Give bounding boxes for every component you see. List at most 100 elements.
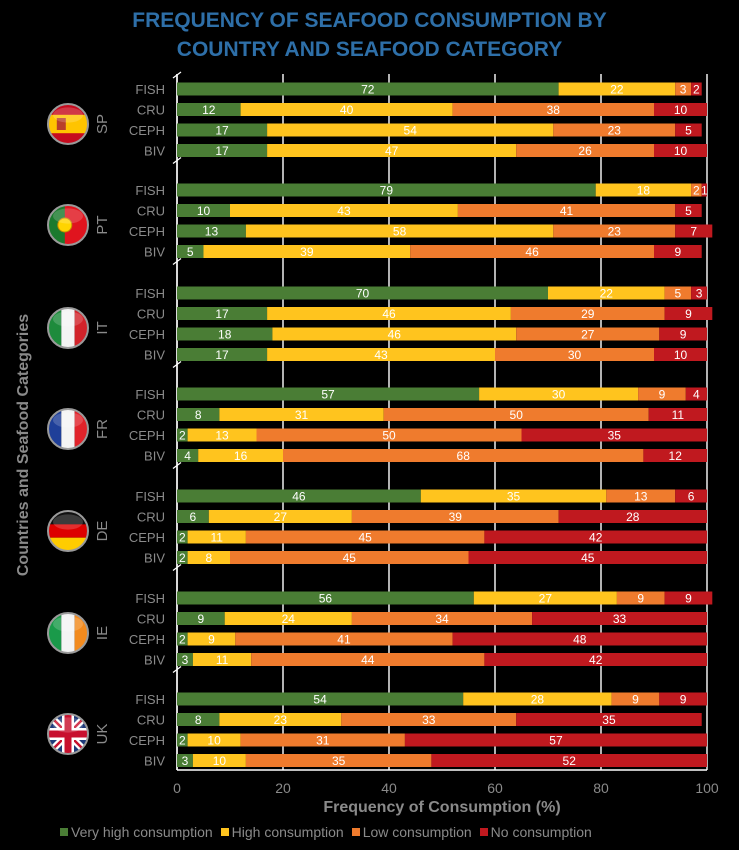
flag-highlight <box>53 208 83 224</box>
data-label: 10 <box>207 734 221 748</box>
bar-segment <box>495 348 654 361</box>
legend-label: No consumption <box>490 824 592 840</box>
category-label: CEPH <box>129 123 165 138</box>
bar-segment <box>484 653 707 666</box>
bar-segment <box>177 612 225 625</box>
data-label: 35 <box>602 713 616 727</box>
bar-segment <box>664 286 692 300</box>
data-label: 41 <box>337 633 351 647</box>
x-tick-label: 40 <box>381 780 397 796</box>
bar-segment <box>659 692 707 706</box>
x-axis-title: Frequency of Consumption (%) <box>323 799 560 816</box>
data-label: 57 <box>549 734 563 748</box>
bar-segment <box>187 428 257 442</box>
y-axis-title: Countries and Seafood Categories <box>15 314 32 576</box>
bar-segment <box>553 123 676 137</box>
data-label: 31 <box>316 734 330 748</box>
bar-segment <box>177 551 188 564</box>
bar-segment <box>675 489 707 503</box>
data-label: 9 <box>685 592 692 606</box>
bar-segment <box>606 489 676 503</box>
bar-segment <box>479 387 639 401</box>
category-label: BIV <box>144 449 165 464</box>
bar-segment <box>675 123 702 137</box>
chart-title: FREQUENCY OF SEAFOOD CONSUMPTION BY COUN… <box>0 6 739 64</box>
country-label: DE <box>94 521 111 542</box>
bar-segment <box>516 713 702 726</box>
bar-segment <box>219 408 384 421</box>
flag-rim <box>47 408 89 450</box>
category-label: BIV <box>144 754 165 769</box>
data-label: 9 <box>685 307 692 321</box>
bar-segment <box>463 692 612 706</box>
data-label: 72 <box>361 83 375 97</box>
data-label: 56 <box>319 592 333 606</box>
data-label: 17 <box>215 307 229 321</box>
data-label: 58 <box>393 225 407 239</box>
data-label: 18 <box>218 328 232 342</box>
data-label: 3 <box>680 83 687 97</box>
data-label: 3 <box>182 653 189 667</box>
legend-item: Low consumption <box>351 824 472 840</box>
bar-segment <box>177 754 193 767</box>
data-label: 2 <box>179 531 186 545</box>
flag-rim <box>47 103 89 145</box>
bar-segment <box>187 632 236 646</box>
category-label: CRU <box>137 307 165 322</box>
data-label: 2 <box>179 633 186 647</box>
bar-segment <box>245 224 554 238</box>
data-label: 10 <box>674 144 688 158</box>
data-label: 27 <box>274 510 288 524</box>
bar-segment <box>654 348 707 361</box>
bar-segment <box>521 428 707 442</box>
legend-label: Very high consumption <box>71 824 213 840</box>
bar-segment <box>548 286 665 300</box>
bar-segment <box>659 327 707 341</box>
bar-segment <box>267 348 495 361</box>
axis-break-mark <box>172 666 182 673</box>
bar-segment <box>664 591 713 605</box>
flag-highlight <box>53 107 83 123</box>
bar-segment <box>341 713 517 726</box>
data-label: 23 <box>608 225 622 239</box>
data-label: 54 <box>313 693 327 707</box>
bar-segment <box>224 612 352 625</box>
bar-segment <box>484 530 707 544</box>
category-label: CEPH <box>129 632 165 647</box>
data-label: 27 <box>539 592 553 606</box>
bar-segment <box>230 204 458 217</box>
flag-highlight <box>53 514 83 530</box>
bar-segment <box>638 387 686 401</box>
bar-segment <box>283 449 644 462</box>
x-tick-label: 80 <box>593 780 609 796</box>
data-label: 9 <box>680 693 687 707</box>
category-label: FISH <box>135 183 165 198</box>
legend-label: Low consumption <box>362 824 472 840</box>
bar-segment <box>351 612 533 625</box>
data-label: 68 <box>457 449 471 463</box>
data-label: 17 <box>215 124 229 138</box>
bar-segment <box>611 692 660 706</box>
bar-segment <box>468 551 707 564</box>
data-label: 10 <box>674 103 688 117</box>
bar-segment <box>177 103 241 116</box>
data-label: 17 <box>215 144 229 158</box>
bar-segment <box>510 307 665 320</box>
bar-segment <box>177 82 559 96</box>
portugal-flag-icon <box>48 205 88 245</box>
bar-segment <box>648 408 707 421</box>
data-label: 2 <box>693 184 700 198</box>
data-label: 3 <box>696 287 703 301</box>
uk-flag-icon <box>48 714 88 754</box>
bar-segment <box>654 103 707 116</box>
data-label: 9 <box>198 612 205 626</box>
data-label: 45 <box>358 531 372 545</box>
data-label: 9 <box>680 328 687 342</box>
bar-segment <box>516 327 660 341</box>
data-label: 23 <box>608 124 622 138</box>
axis-break-mark <box>172 258 182 265</box>
data-label: 9 <box>208 633 215 647</box>
data-label: 33 <box>613 612 627 626</box>
data-label: 4 <box>693 388 700 402</box>
chart-title-line-2: COUNTRY AND SEAFOOD CATEGORY <box>176 38 563 61</box>
